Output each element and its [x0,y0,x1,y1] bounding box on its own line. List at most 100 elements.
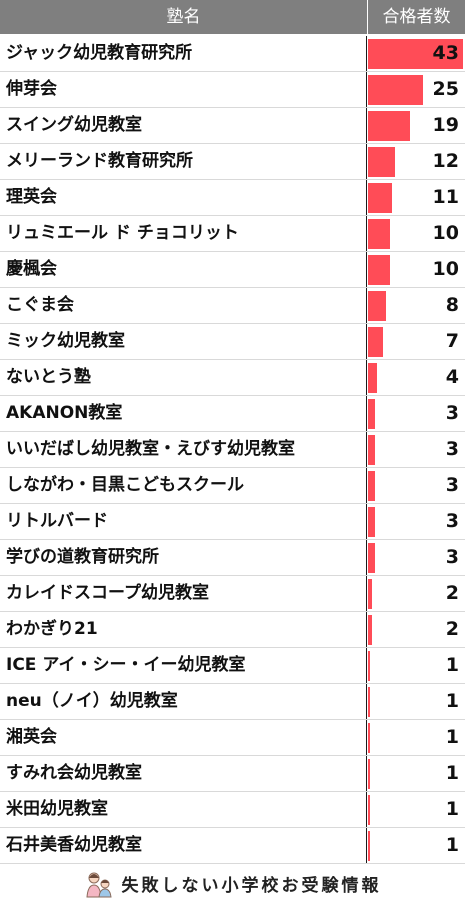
pass-count-value: 1 [445,654,459,676]
table-row: 石井美香幼児教室 1 [0,828,465,864]
table-row: カレイドスコープ幼児教室 2 [0,576,465,612]
count-bar [368,543,375,573]
table-row: neu（ノイ）幼児教室 1 [0,684,465,720]
column-divider [366,468,367,503]
pass-count-value: 1 [445,762,459,784]
table-row: わかぎり21 2 [0,612,465,648]
column-divider [366,108,367,143]
pass-count-value: 12 [432,150,459,172]
table-row: いいだばし幼児教室・えびす幼児教室 3 [0,432,465,468]
table-row: 湘英会 1 [0,720,465,756]
pass-count-value: 25 [432,78,459,100]
pass-count-value: 43 [432,42,459,64]
column-divider [366,288,367,323]
school-name: こぐま会 [6,295,74,315]
column-divider [366,684,367,719]
pass-count-value: 1 [445,726,459,748]
column-divider [366,36,367,71]
count-bar [368,363,377,393]
school-name: スイング幼児教室 [6,115,142,135]
table-row: ジャック幼児教育研究所 43 [0,36,465,72]
school-name: リトルバード [6,511,108,531]
column-divider [366,360,367,395]
school-name: すみれ会幼児教室 [6,763,142,783]
school-name: いいだばし幼児教室・えびす幼児教室 [6,439,295,459]
count-bar [368,759,371,789]
footer: 失敗しない小学校お受験情報 [0,866,465,901]
table-row: AKANON教室 3 [0,396,465,432]
table-row: すみれ会幼児教室 1 [0,756,465,792]
table-row: スイング幼児教室 19 [0,108,465,144]
pass-count-value: 3 [445,402,459,424]
table-row: 理英会 11 [0,180,465,216]
header-school-name: 塾名 [166,7,201,27]
count-bar [368,507,375,537]
count-bar [368,183,393,213]
school-name: メリーランド教育研究所 [6,151,193,171]
count-bar [368,435,375,465]
pass-count-value: 10 [432,258,459,280]
count-bar [368,723,371,753]
table-row: メリーランド教育研究所 12 [0,144,465,180]
school-name: ICE アイ・シー・イー幼児教室 [6,655,246,675]
count-bar [368,795,371,825]
column-divider [366,72,367,107]
column-divider [366,540,367,575]
school-name: わかぎり21 [6,619,98,639]
column-divider [366,324,367,359]
column-divider [366,828,367,863]
table-row: ミック幼児教室 7 [0,324,465,360]
count-bar [368,291,386,321]
table-row: リトルバード 3 [0,504,465,540]
pass-count-value: 3 [445,546,459,568]
pass-count-value: 3 [445,438,459,460]
pass-count-value: 7 [445,330,459,352]
school-name: リュミエール ド チョコリット [6,223,239,243]
count-bar [368,399,375,429]
column-divider [366,720,367,755]
pass-count-value: 3 [445,474,459,496]
school-name: ミック幼児教室 [6,331,125,351]
pass-count-value: 11 [432,186,459,208]
pass-count-value: 8 [445,294,459,316]
footer-brand-text: 失敗しない小学校お受験情報 [121,876,382,896]
table-row: こぐま会 8 [0,288,465,324]
school-name: しながわ・目黒こどもスクール [6,475,244,495]
pass-count-value: 19 [432,114,459,136]
table-row: 米田幼児教室 1 [0,792,465,828]
pass-count-value: 1 [445,690,459,712]
column-divider [366,252,367,287]
column-divider [366,648,367,683]
pass-count-value: 1 [445,834,459,856]
column-divider [366,180,367,215]
column-divider [366,216,367,251]
count-bar [368,327,384,357]
school-name: 学びの道教育研究所 [6,547,159,567]
pass-count-value: 1 [445,798,459,820]
school-name: 米田幼児教室 [6,799,108,819]
table-row: ないとう塾 4 [0,360,465,396]
table-row: 慶楓会 10 [0,252,465,288]
count-bar [368,471,375,501]
count-bar [368,111,410,141]
school-name: 理英会 [6,187,57,207]
pass-count-value: 4 [445,366,459,388]
parent-child-icon [85,872,112,897]
count-bar [368,219,391,249]
school-name: 慶楓会 [6,259,57,279]
column-divider [366,432,367,467]
pass-count-value: 2 [445,582,459,604]
column-divider [366,792,367,827]
column-divider [366,144,367,179]
table-row: 学びの道教育研究所 3 [0,540,465,576]
count-bar [368,255,391,285]
school-name: ジャック幼児教育研究所 [6,43,193,63]
pass-count-value: 2 [445,618,459,640]
count-bar [368,831,371,861]
school-name: ないとう塾 [6,367,91,387]
school-name: カレイドスコープ幼児教室 [6,583,209,603]
column-divider [366,756,367,791]
count-bar [368,651,371,681]
school-name: AKANON教室 [6,403,123,423]
table-row: しながわ・目黒こどもスクール 3 [0,468,465,504]
